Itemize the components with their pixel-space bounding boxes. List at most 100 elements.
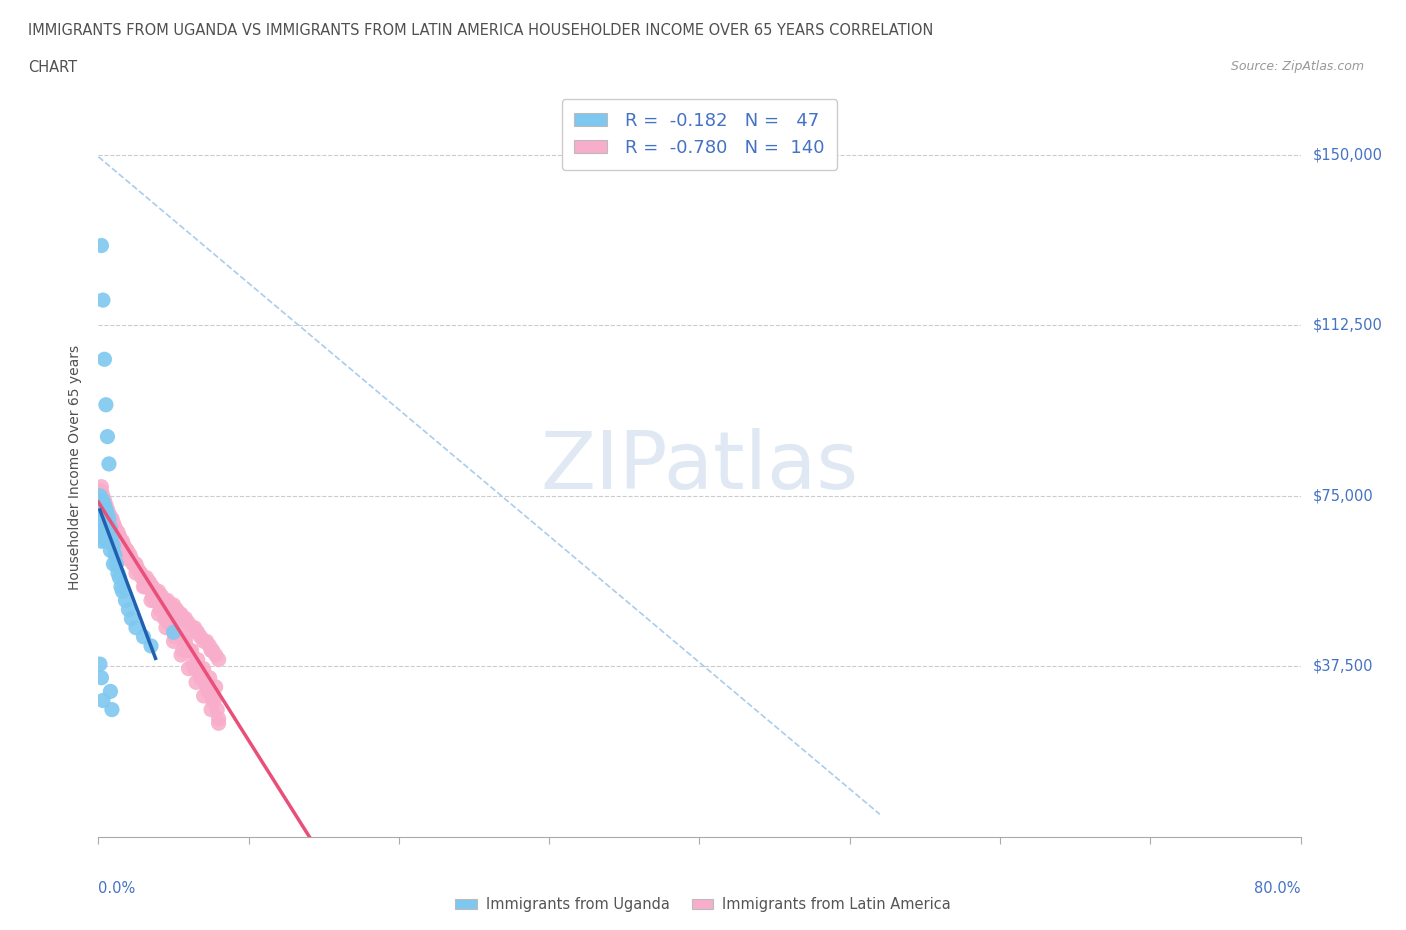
Point xyxy=(160,616,183,631)
Point xyxy=(127,561,149,576)
Point xyxy=(114,543,136,558)
Point xyxy=(145,589,167,604)
Point xyxy=(138,575,160,590)
Text: $75,000: $75,000 xyxy=(1313,488,1374,503)
Point xyxy=(89,488,111,503)
Point xyxy=(201,643,224,658)
Point xyxy=(124,556,146,571)
Point xyxy=(91,293,114,308)
Point xyxy=(117,548,139,563)
Point xyxy=(183,620,205,635)
Text: $150,000: $150,000 xyxy=(1313,147,1382,162)
Point xyxy=(114,593,136,608)
Point xyxy=(107,529,129,544)
Point xyxy=(193,688,215,703)
Text: ZIPatlas: ZIPatlas xyxy=(540,429,859,506)
Point xyxy=(129,565,152,580)
Point xyxy=(108,570,131,585)
Point xyxy=(194,675,217,690)
Point xyxy=(184,625,207,640)
Point xyxy=(107,525,129,539)
Point xyxy=(153,593,176,608)
Point xyxy=(183,661,205,676)
Point xyxy=(165,630,187,644)
Point xyxy=(101,512,124,526)
Point xyxy=(131,570,153,585)
Point xyxy=(97,457,120,472)
Point xyxy=(139,579,162,594)
Point xyxy=(101,529,124,544)
Point xyxy=(148,606,170,621)
Point xyxy=(208,711,231,726)
Point xyxy=(208,652,231,667)
Point xyxy=(105,556,128,571)
Point xyxy=(91,493,114,508)
Text: IMMIGRANTS FROM UGANDA VS IMMIGRANTS FROM LATIN AMERICA HOUSEHOLDER INCOME OVER : IMMIGRANTS FROM UGANDA VS IMMIGRANTS FRO… xyxy=(28,23,934,38)
Point xyxy=(93,493,115,508)
Point xyxy=(100,512,122,526)
Point xyxy=(90,238,112,253)
Point xyxy=(108,529,131,544)
Point xyxy=(150,589,173,604)
Point xyxy=(96,502,118,517)
Text: Source: ZipAtlas.com: Source: ZipAtlas.com xyxy=(1230,60,1364,73)
Point xyxy=(122,556,145,571)
Point xyxy=(91,488,114,503)
Point xyxy=(111,584,134,599)
Point xyxy=(208,716,231,731)
Point xyxy=(198,671,221,685)
Point xyxy=(162,616,184,631)
Point xyxy=(129,565,152,580)
Point xyxy=(180,643,202,658)
Point xyxy=(125,565,148,580)
Point xyxy=(121,552,143,567)
Point xyxy=(169,625,191,640)
Point xyxy=(162,597,184,612)
Point xyxy=(193,634,215,649)
Point xyxy=(179,643,201,658)
Point xyxy=(132,570,155,585)
Point xyxy=(167,630,190,644)
Point xyxy=(157,616,180,631)
Point xyxy=(103,538,125,553)
Point xyxy=(90,671,112,685)
Point xyxy=(180,620,202,635)
Point xyxy=(174,611,197,626)
Point xyxy=(93,498,115,512)
Point xyxy=(104,548,127,563)
Point xyxy=(91,507,114,522)
Point xyxy=(100,520,122,535)
Point xyxy=(139,593,162,608)
Point xyxy=(173,634,195,649)
Point xyxy=(204,680,226,695)
Point xyxy=(110,579,132,594)
Point xyxy=(121,611,143,626)
Point xyxy=(93,529,115,544)
Point xyxy=(91,493,114,508)
Point xyxy=(200,643,222,658)
Point xyxy=(177,616,200,631)
Legend: Immigrants from Uganda, Immigrants from Latin America: Immigrants from Uganda, Immigrants from … xyxy=(450,891,956,918)
Point xyxy=(155,620,177,635)
Point xyxy=(103,515,125,530)
Y-axis label: Householder Income Over 65 years: Householder Income Over 65 years xyxy=(69,345,83,590)
Point xyxy=(145,584,167,599)
Point xyxy=(96,525,118,539)
Point xyxy=(115,543,138,558)
Point xyxy=(159,597,181,612)
Point xyxy=(188,661,211,676)
Point xyxy=(115,543,138,558)
Point xyxy=(94,502,117,517)
Point xyxy=(118,548,141,563)
Point xyxy=(148,584,170,599)
Point xyxy=(90,484,112,498)
Point xyxy=(200,702,222,717)
Text: 80.0%: 80.0% xyxy=(1254,882,1301,897)
Point xyxy=(101,515,124,530)
Point xyxy=(139,639,162,654)
Point xyxy=(156,593,179,608)
Point xyxy=(193,661,215,676)
Point xyxy=(93,512,115,526)
Point xyxy=(170,606,193,621)
Point xyxy=(170,647,193,662)
